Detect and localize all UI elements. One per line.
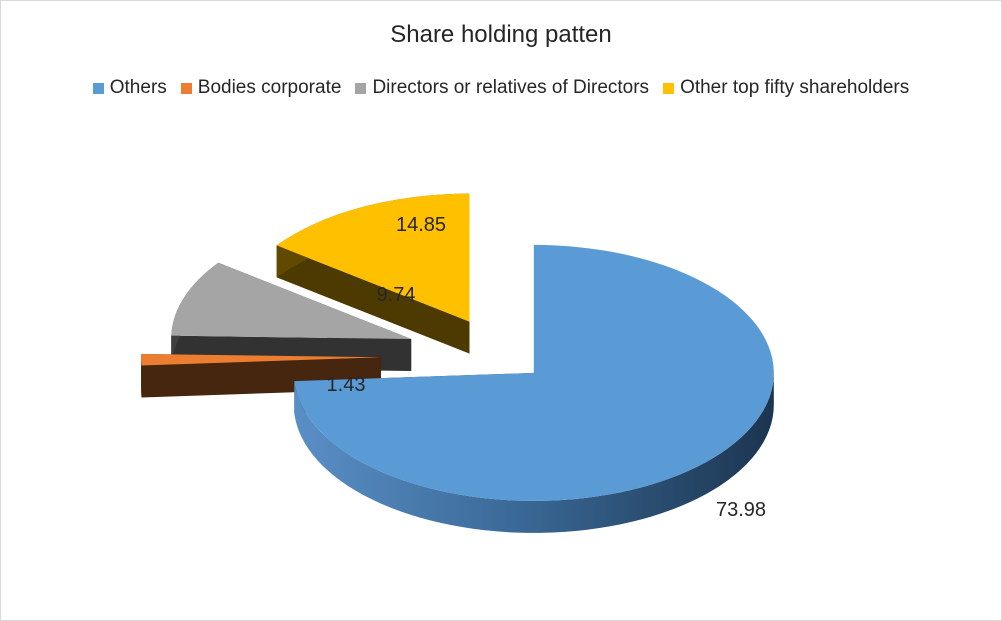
data-label-others: 73.98 (716, 499, 766, 521)
slice-top-3 (276, 193, 470, 322)
slice-top-0 (294, 244, 774, 501)
legend-label-top-fifty: Other top fifty shareholders (680, 77, 910, 98)
legend-swatch-bodies-corporate (180, 82, 192, 94)
slice-top-2 (171, 262, 412, 339)
legend-swatch-others (92, 82, 104, 94)
slice-side-0 (294, 372, 774, 533)
legend-label-directors: Directors or relatives of Directors (372, 77, 650, 98)
data-label-top-fifty: 14.85 (396, 214, 446, 236)
legend-item-top-fifty: Other top fifty shareholders (663, 77, 909, 99)
legend-label-bodies-corporate: Bodies corporate (197, 77, 342, 98)
legend-item-directors: Directors or relatives of Directors (355, 77, 649, 99)
legend-swatch-top-fifty (663, 82, 675, 94)
pie-slices (141, 193, 774, 533)
slice-top-1 (141, 353, 382, 366)
slice-edge-start-3 (276, 245, 470, 354)
legend-swatch-directors (355, 82, 367, 94)
legend-item-bodies-corporate: Bodies corporate (180, 77, 342, 99)
chart-title: Share holding patten (390, 21, 612, 48)
legend-label-others: Others (109, 77, 167, 98)
legend-item-others: Others (92, 77, 167, 99)
chart-legend: Others Bodies corporate Directors or rel… (1, 77, 1001, 99)
data-label-bodies-corporate: 1.43 (327, 374, 366, 396)
data-label-directors: 9.74 (377, 284, 416, 306)
